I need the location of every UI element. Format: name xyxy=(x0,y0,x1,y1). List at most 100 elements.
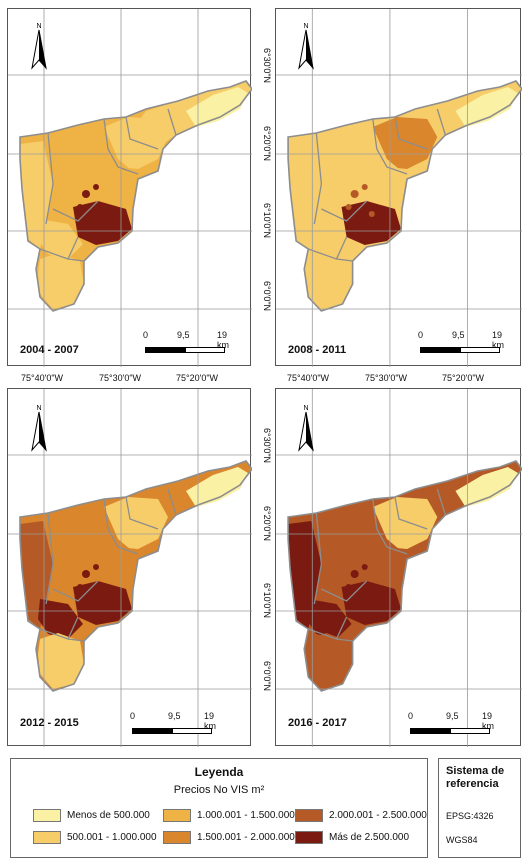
scale-zero-label: 0 xyxy=(130,711,136,721)
region-border xyxy=(287,80,522,312)
zone-south xyxy=(38,253,84,309)
municipal-boundary xyxy=(45,512,54,605)
north-arrow-icon: N xyxy=(297,20,315,77)
municipal-boundary xyxy=(52,200,99,222)
latitude-label: 6°30'0"N xyxy=(262,48,272,84)
period-label: 2012 - 2015 xyxy=(20,717,79,729)
zone-south xyxy=(38,633,84,689)
zone-southwest xyxy=(38,219,83,259)
map-panel-4: 2016 - 2017 xyxy=(275,388,522,747)
longitude-label: 75°30'0"W xyxy=(98,373,142,383)
latitude-label: 6°30'0"N xyxy=(262,428,272,464)
price-hotspot xyxy=(77,204,83,210)
north-label: N xyxy=(36,23,41,30)
legend: Leyenda Precios No VIS m² Menos de 500.0… xyxy=(10,758,428,858)
north-label: N xyxy=(303,23,308,30)
zone-south xyxy=(306,633,353,689)
scale-bar: 0 9,5 19 km xyxy=(418,330,504,356)
legend-item: 1.500.001 - 2.000.000 xyxy=(163,831,295,844)
zone-southwest xyxy=(38,599,83,639)
municipal-boundary xyxy=(67,616,79,640)
legend-item: 2.000.001 - 2.500.000 xyxy=(295,809,427,822)
price-hotspot xyxy=(82,190,90,198)
price-hotspot xyxy=(77,584,83,590)
legend-item: 1.000.001 - 1.500.000 xyxy=(163,809,295,822)
zone-east xyxy=(372,117,438,169)
map-svg xyxy=(276,389,522,747)
legend-label: Más de 2.500.000 xyxy=(329,832,410,843)
legend-item: Menos de 500.000 xyxy=(33,809,150,822)
price-hotspot xyxy=(345,204,352,210)
longitude-label: 75°40'0"W xyxy=(286,373,330,383)
municipal-boundary xyxy=(335,616,348,640)
legend-swatch xyxy=(33,831,61,844)
legend-swatch xyxy=(295,831,323,844)
municipal-boundary xyxy=(103,498,139,555)
north-arrow-icon: N xyxy=(30,402,48,459)
municipal-boundary xyxy=(52,580,99,602)
municipal-boundary xyxy=(103,118,139,175)
municipal-boundary xyxy=(125,116,159,150)
zone-east xyxy=(372,497,438,549)
municipal-boundary xyxy=(313,512,323,605)
legend-label: Menos de 500.000 xyxy=(67,810,150,821)
price-hotspot xyxy=(345,584,352,590)
map-svg xyxy=(276,9,522,367)
municipal-boundary xyxy=(308,248,353,262)
map-panel-3: 2012 - 2015 xyxy=(7,388,252,747)
price-hotspot xyxy=(100,591,106,597)
scale-mid-label: 9,5 xyxy=(177,330,190,340)
reference-title: Sistema de referencia xyxy=(446,765,504,791)
scale-mid-label: 9,5 xyxy=(446,711,459,721)
price-hotspot xyxy=(368,211,375,217)
north-arrow-icon: N xyxy=(297,402,315,459)
price-hotspot xyxy=(350,190,359,198)
legend-title: Leyenda xyxy=(194,765,244,779)
price-hotspot xyxy=(350,570,359,578)
municipal-boundary xyxy=(125,496,159,530)
legend-label: 2.000.001 - 2.500.000 xyxy=(329,810,427,821)
zone-northeast xyxy=(186,467,248,507)
municipal-boundary xyxy=(436,108,447,136)
scale-end-label: 19 km xyxy=(482,711,494,731)
reference-datum: WGS84 xyxy=(446,835,478,845)
municipal-boundary xyxy=(436,488,447,516)
latitude-label: 6°10'0"N xyxy=(262,203,272,239)
north-label: N xyxy=(303,405,308,412)
municipal-boundary xyxy=(372,118,408,175)
legend-item: 500.001 - 1.000.000 xyxy=(33,831,157,844)
municipal-boundary xyxy=(308,628,353,642)
zone-northeast xyxy=(186,87,248,127)
region-border xyxy=(19,80,252,312)
zone-south xyxy=(306,253,353,309)
municipal-boundary xyxy=(167,108,177,136)
scale-mid-label: 9,5 xyxy=(452,330,465,340)
latitude-label: 6°20'0"N xyxy=(262,506,272,542)
north-label: N xyxy=(36,405,41,412)
legend-swatch xyxy=(163,831,191,844)
price-hotspot xyxy=(100,211,106,217)
region-border xyxy=(287,460,522,692)
scale-zero-label: 0 xyxy=(418,330,424,340)
zone-east xyxy=(104,117,168,169)
zone-southwest xyxy=(306,219,352,259)
map-svg xyxy=(8,9,252,367)
zone-east xyxy=(104,497,168,549)
legend-subtitle: Precios No VIS m² xyxy=(173,784,265,796)
longitude-label: 75°30'0"W xyxy=(364,373,408,383)
map-svg xyxy=(8,389,252,747)
latitude-label: 6°0'0"N xyxy=(262,281,272,312)
scale-bar: 0 9,5 19 km xyxy=(143,330,229,356)
longitude-label: 75°20'0"W xyxy=(441,373,485,383)
latitude-label: 6°20'0"N xyxy=(262,126,272,162)
scale-end-label: 19 km xyxy=(492,330,504,350)
legend-label: 500.001 - 1.000.000 xyxy=(67,832,157,843)
municipal-boundary xyxy=(335,236,348,260)
map-panel-1: 2004 - 2007 xyxy=(7,8,252,367)
price-hotspot xyxy=(361,184,368,190)
municipal-boundary xyxy=(394,116,428,150)
municipal-boundary xyxy=(372,498,408,555)
period-label: 2008 - 2011 xyxy=(288,344,347,356)
price-hotspot xyxy=(93,564,99,570)
zone-southwest xyxy=(306,599,352,639)
